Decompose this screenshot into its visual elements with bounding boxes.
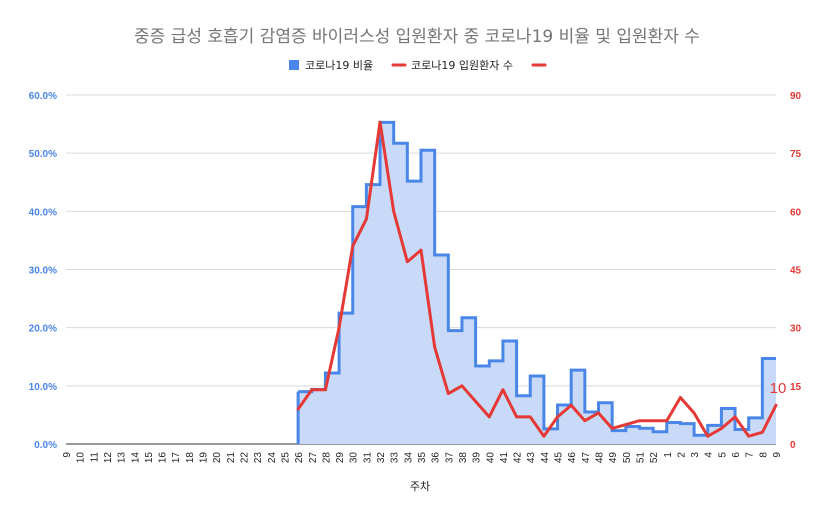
left-tick-label: 40.0%	[29, 207, 57, 218]
x-tick-label: 24	[267, 452, 278, 464]
x-tick-label: 28	[321, 452, 332, 464]
x-tick-label: 31	[362, 452, 373, 464]
x-tick-label: 6	[731, 452, 742, 458]
x-tick-label: 25	[280, 452, 291, 464]
right-tick-label: 0	[790, 440, 796, 451]
legend: 코로나19 비율 코로나19 입원환자 수	[289, 59, 547, 72]
ratio-step-line	[298, 120, 776, 437]
x-tick-label: 10	[76, 452, 87, 464]
right-tick-label: 75	[790, 149, 802, 160]
x-tick-label: 38	[458, 452, 469, 464]
x-tick-label: 35	[417, 452, 428, 464]
admissions-line: 10	[296, 120, 787, 438]
x-tick-label: 3	[690, 452, 701, 458]
x-tick-label: 29	[335, 452, 346, 464]
left-tick-label: 50.0%	[29, 149, 57, 160]
x-tick-label: 11	[89, 452, 100, 463]
x-tick-label: 34	[403, 452, 414, 464]
right-tick-label: 90	[790, 91, 802, 102]
x-tick-label: 8	[758, 452, 769, 458]
admissions-series-line	[296, 120, 778, 438]
left-tick-label: 20.0%	[29, 324, 57, 335]
ratio-area-fill	[298, 122, 776, 445]
x-tick-label: 17	[171, 452, 182, 464]
x-tick-label: 39	[472, 452, 483, 464]
x-tick-label: 49	[608, 452, 619, 464]
x-tick-label: 14	[130, 452, 141, 464]
x-tick-label: 22	[240, 452, 251, 464]
x-tick-label: 7	[745, 452, 756, 458]
x-tick-label: 26	[294, 452, 305, 464]
x-tick-label: 48	[595, 452, 606, 464]
x-tick-label: 20	[212, 452, 223, 464]
x-tick-label: 23	[253, 452, 264, 464]
x-tick-label: 27	[308, 452, 319, 464]
x-tick-label: 44	[540, 452, 551, 464]
x-tick-label: 16	[158, 452, 169, 464]
x-tick-label: 2	[676, 452, 687, 458]
right-tick-label: 15	[790, 382, 802, 393]
x-axis-label: 주차	[410, 480, 430, 493]
x-tick-label: 30	[349, 452, 360, 464]
x-tick-label: 9	[62, 452, 73, 458]
x-tick-label: 4	[704, 452, 715, 458]
x-tick-label: 42	[513, 452, 524, 464]
legend-label-admissions: 코로나19 입원환자 수	[411, 59, 513, 72]
x-tick-label: 36	[431, 452, 442, 464]
x-tick-label: 21	[226, 452, 237, 464]
x-tick-label: 40	[485, 452, 496, 464]
admissions-data-label: 10	[770, 380, 787, 397]
x-tick-label: 13	[117, 452, 128, 464]
left-tick-label: 0.0%	[34, 440, 57, 451]
x-tick-label: 37	[444, 452, 455, 464]
right-tick-label: 60	[790, 207, 802, 218]
x-tick-label: 45	[554, 452, 565, 464]
right-tick-label: 30	[790, 324, 802, 335]
x-tick-label: 9	[772, 452, 783, 458]
ratio-area	[296, 120, 776, 445]
x-tick-label: 32	[376, 452, 387, 464]
x-tick-label: 41	[499, 452, 510, 464]
x-tick-label: 15	[144, 452, 155, 464]
x-tick-label: 50	[622, 452, 633, 464]
x-tick-label: 5	[717, 452, 728, 458]
x-tick-label: 46	[567, 452, 578, 464]
chart-title: 중증 급성 호흡기 감염증 바이러스성 입원환자 중 코로나19 비율 및 입원…	[134, 27, 700, 47]
x-tick-label: 33	[390, 452, 401, 464]
x-tick-label: 19	[199, 452, 210, 464]
x-tick-label: 47	[581, 452, 592, 464]
right-tick-label: 45	[790, 266, 802, 277]
x-tick-label: 18	[185, 452, 196, 464]
x-tick-label: 12	[103, 452, 114, 464]
x-tick-label: 43	[526, 452, 537, 464]
legend-swatch-ratio	[289, 60, 299, 70]
left-tick-label: 10.0%	[29, 382, 57, 393]
x-tick-label: 1	[663, 452, 674, 458]
legend-label-ratio: 코로나19 비율	[305, 59, 373, 72]
left-tick-label: 30.0%	[29, 266, 57, 277]
x-tick-label: 51	[635, 452, 646, 464]
x-tick-label: 52	[649, 452, 660, 464]
left-tick-label: 60.0%	[29, 91, 57, 102]
